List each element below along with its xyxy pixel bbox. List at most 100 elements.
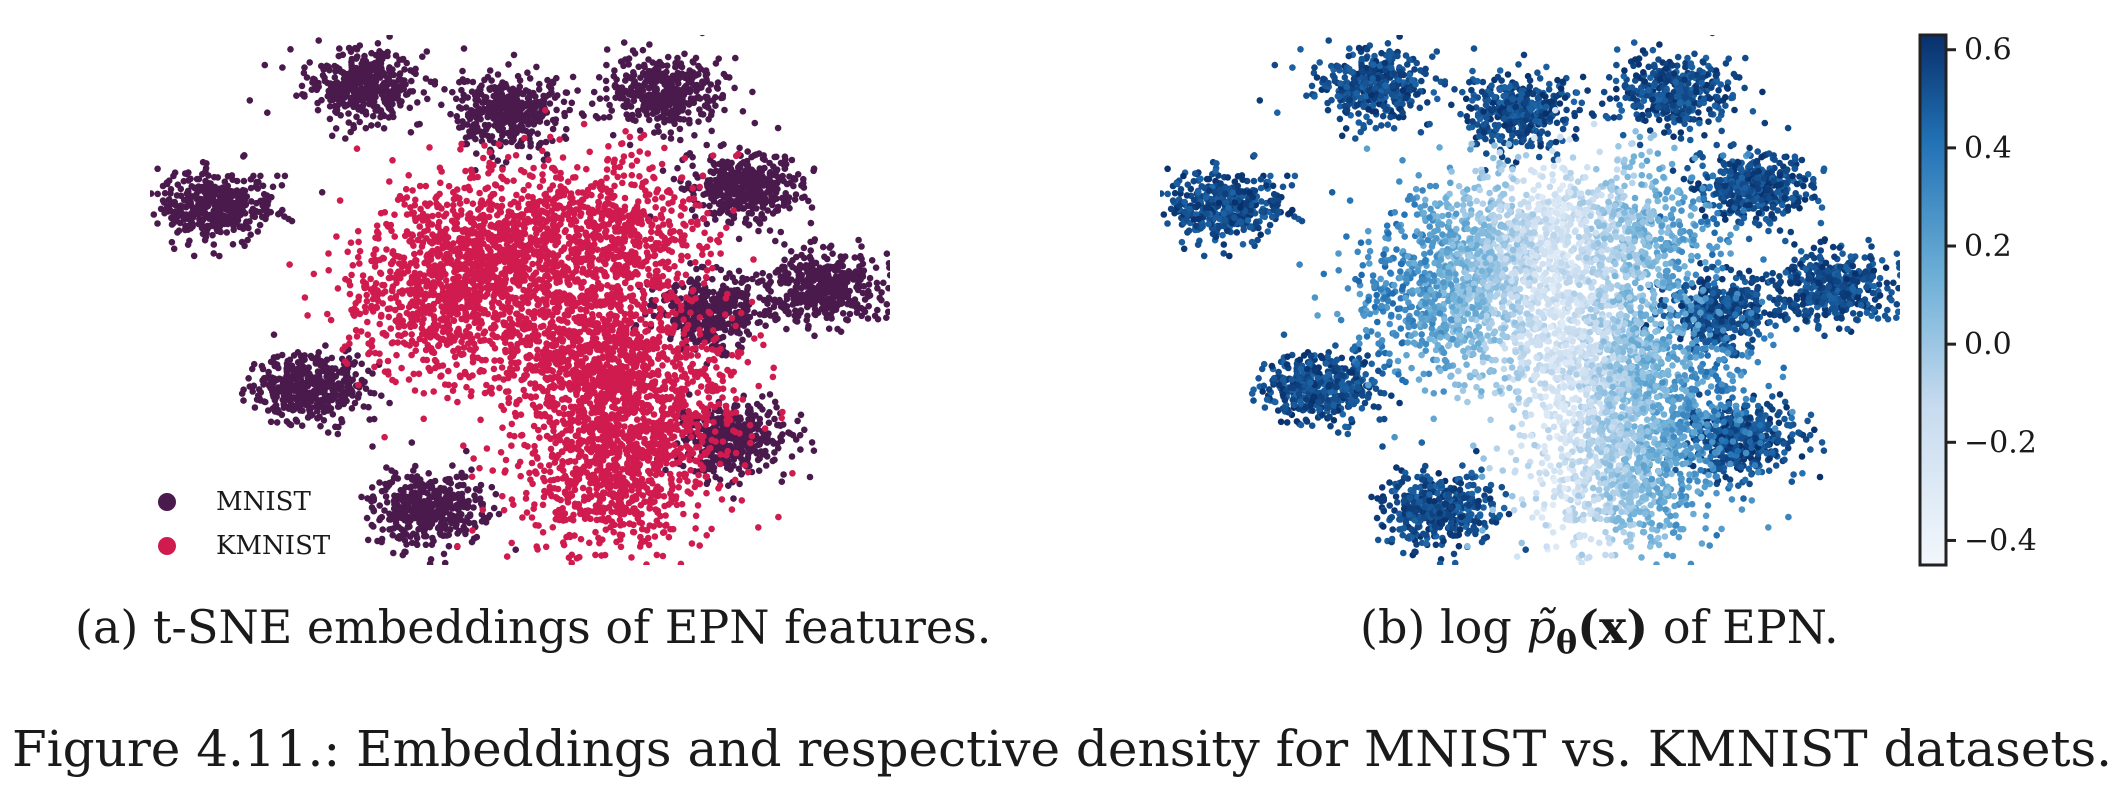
mnist-point (636, 127, 644, 134)
kmnist-point (564, 178, 572, 185)
mnist-point (362, 385, 370, 393)
mnist-point (234, 217, 242, 224)
mnist-point (735, 267, 743, 275)
mnist-point (387, 71, 395, 79)
mnist-point (345, 119, 353, 126)
mnist-point (762, 282, 770, 289)
mnist-point (639, 69, 647, 77)
mnist-point (707, 168, 714, 175)
mnist-point (249, 388, 256, 395)
mnist-point (536, 115, 544, 122)
mnist-point (705, 87, 712, 94)
mnist-point (353, 113, 360, 121)
mnist-point (629, 88, 636, 96)
mnist-point (352, 79, 359, 87)
kmnist-point (411, 250, 418, 258)
kmnist-point (507, 259, 515, 266)
mnist-point (769, 210, 777, 217)
mnist-point (490, 504, 498, 512)
mnist-point (712, 102, 719, 109)
kmnist-point (652, 215, 659, 223)
mnist-point (281, 172, 289, 180)
mnist-point (667, 129, 675, 136)
mnist-point (154, 190, 161, 198)
mnist-point (821, 253, 828, 261)
mnist-point (456, 78, 463, 86)
mnist-point (502, 103, 510, 111)
mnist-point (406, 104, 414, 112)
mnist-point (314, 106, 322, 114)
mnist-point (620, 95, 627, 102)
mnist-point (259, 182, 267, 190)
mnist-point (644, 103, 652, 111)
mnist-point (711, 182, 719, 190)
mnist-point (578, 110, 586, 117)
mnist-point (473, 150, 480, 157)
mnist-point (314, 99, 321, 107)
mnist-point (755, 195, 763, 202)
mnist-point (232, 201, 240, 208)
mnist-point (386, 399, 393, 407)
mnist-point (815, 292, 823, 299)
mnist-point (248, 208, 255, 215)
mnist-point (258, 213, 266, 221)
mnist-point (878, 289, 885, 296)
mnist-point (351, 359, 359, 366)
mnist-point (412, 70, 419, 78)
mnist-point (734, 286, 741, 294)
mnist-point (753, 400, 761, 408)
kmnist-point (416, 182, 424, 190)
mnist-point (651, 96, 659, 104)
mnist-point (370, 523, 377, 530)
mnist-point (383, 499, 391, 506)
mnist-point (729, 327, 736, 334)
mnist-point (736, 414, 744, 421)
mnist-point (690, 326, 697, 334)
kmnist-point (550, 164, 557, 172)
mnist-point (641, 81, 648, 89)
mnist-point (796, 261, 804, 269)
kmnist-point (536, 183, 544, 191)
mnist-point (771, 449, 778, 456)
mnist-point (766, 227, 774, 234)
mnist-point (280, 401, 288, 409)
mnist-point (253, 396, 261, 403)
mnist-point (603, 95, 610, 102)
mnist-point (635, 63, 642, 71)
mnist-point (247, 176, 255, 183)
kmnist-point (512, 152, 520, 159)
mnist-point (185, 188, 192, 196)
mnist-point (788, 453, 796, 460)
mnist-point (372, 82, 380, 90)
mnist-point (767, 312, 774, 319)
mnist-point (315, 371, 322, 378)
mnist-point (315, 37, 322, 44)
mnist-point (390, 549, 397, 557)
mnist-point (795, 295, 802, 302)
mnist-point (850, 276, 857, 283)
mnist-point (245, 375, 252, 382)
mnist-point (723, 199, 730, 206)
mnist-point (331, 365, 339, 372)
mnist-point (736, 201, 743, 209)
mnist-point (696, 95, 704, 102)
mnist-point (743, 275, 751, 283)
mnist-point (464, 110, 472, 118)
mnist-point (660, 133, 667, 140)
kmnist-point (428, 221, 436, 228)
mnist-point (766, 273, 773, 280)
mnist-point (403, 541, 410, 548)
mnist-point (378, 91, 386, 98)
mnist-point (735, 292, 742, 300)
mnist-point (752, 215, 760, 223)
tsne-embedding-plot (150, 35, 890, 565)
mnist-point (476, 487, 483, 494)
mnist-point (753, 271, 760, 278)
mnist-point (441, 559, 449, 565)
mnist-point (287, 398, 294, 406)
mnist-point (150, 190, 155, 197)
kmnist-point (462, 167, 469, 175)
mnist-point (389, 87, 397, 94)
mnist-point (861, 296, 869, 303)
mnist-point (451, 494, 458, 502)
